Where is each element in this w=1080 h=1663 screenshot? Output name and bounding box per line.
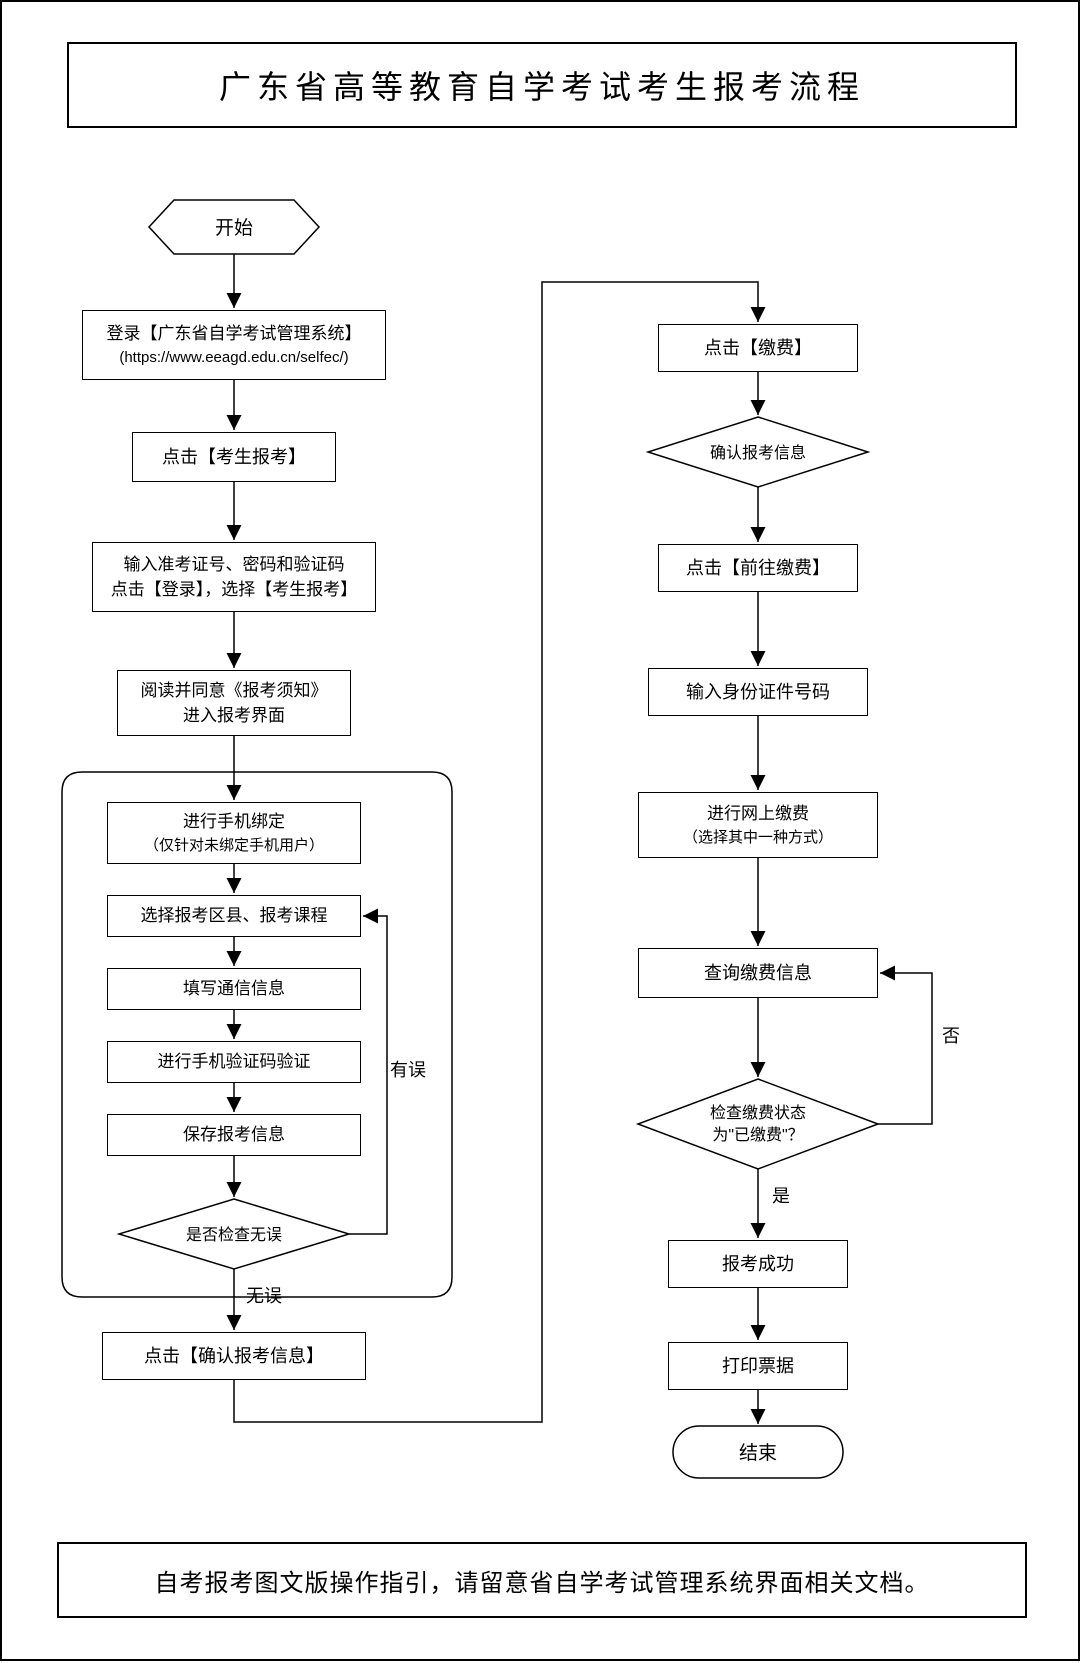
box-click-baokao: 点击【考生报考】 (132, 432, 336, 482)
end-terminator (673, 1426, 843, 1478)
box-login: 登录【广东省自学考试管理系统】 (https://www.eeagd.edu.c… (82, 310, 386, 380)
box-sms-verify: 进行手机验证码验证 (107, 1041, 361, 1083)
footer-box: 自考报考图文版操作指引，请留意省自学考试管理系统界面相关文档。 (57, 1542, 1027, 1618)
diamond-check-pay-status (638, 1079, 878, 1169)
box-goto-pay: 点击【前往缴费】 (658, 544, 858, 592)
svg-text:检查缴费状态: 检查缴费状态 (710, 1104, 806, 1122)
title-box: 广东省高等教育自学考试考生报考流程 (67, 42, 1017, 128)
box-online-pay: 进行网上缴费 （选择其中一种方式） (638, 792, 878, 858)
box-query-pay: 查询缴费信息 (638, 948, 878, 998)
label-fou: 否 (942, 1022, 960, 1048)
box-success: 报考成功 (668, 1240, 848, 1288)
svg-text:为"已缴费"？: 为"已缴费"？ (712, 1126, 803, 1144)
label-shi: 是 (772, 1182, 790, 1208)
box-print: 打印票据 (668, 1342, 848, 1390)
svg-text:是否检查无误: 是否检查无误 (186, 1226, 282, 1244)
diamond1-text: 确认报考信息 (710, 444, 806, 462)
diamond-check-ok (119, 1199, 349, 1269)
box-confirm-info: 点击【确认报考信息】 (102, 1332, 366, 1380)
box-input-id: 输入身份证件号码 (648, 668, 868, 716)
footer-text: 自考报考图文版操作指引，请留意省自学考试管理系统界面相关文档。 (155, 1563, 930, 1598)
login-line1: 登录【广东省自学考试管理系统】 (107, 321, 362, 347)
box-click-pay: 点击【缴费】 (658, 324, 858, 372)
title-text: 广东省高等教育自学考试考生报考流程 (219, 62, 865, 108)
end-text: 结束 (739, 1442, 777, 1464)
box-read-notice: 阅读并同意《报考须知》 进入报考界面 (117, 670, 351, 736)
box-bind-phone: 进行手机绑定 （仅针对未绑定手机用户） (107, 802, 361, 864)
start-text: 开始 (215, 217, 253, 239)
label-youwu: 有误 (390, 1056, 426, 1082)
box-input-credentials: 输入准考证号、密码和验证码 点击【登录】，选择【考生报考】 (92, 542, 376, 612)
flowchart-page: 广东省高等教育自学考试考生报考流程 登录【广东省自学考试管理系统】 (https… (0, 0, 1080, 1661)
start-hexagon (149, 200, 319, 254)
box-fill-comm: 填写通信信息 (107, 968, 361, 1010)
diamond-confirm-info (648, 417, 868, 487)
box-select-course: 选择报考区县、报考课程 (107, 895, 361, 937)
label-wuwu: 无误 (246, 1282, 282, 1308)
box-save-info: 保存报考信息 (107, 1114, 361, 1156)
login-line2: (https://www.eeagd.edu.cn/selfec/) (107, 347, 362, 370)
